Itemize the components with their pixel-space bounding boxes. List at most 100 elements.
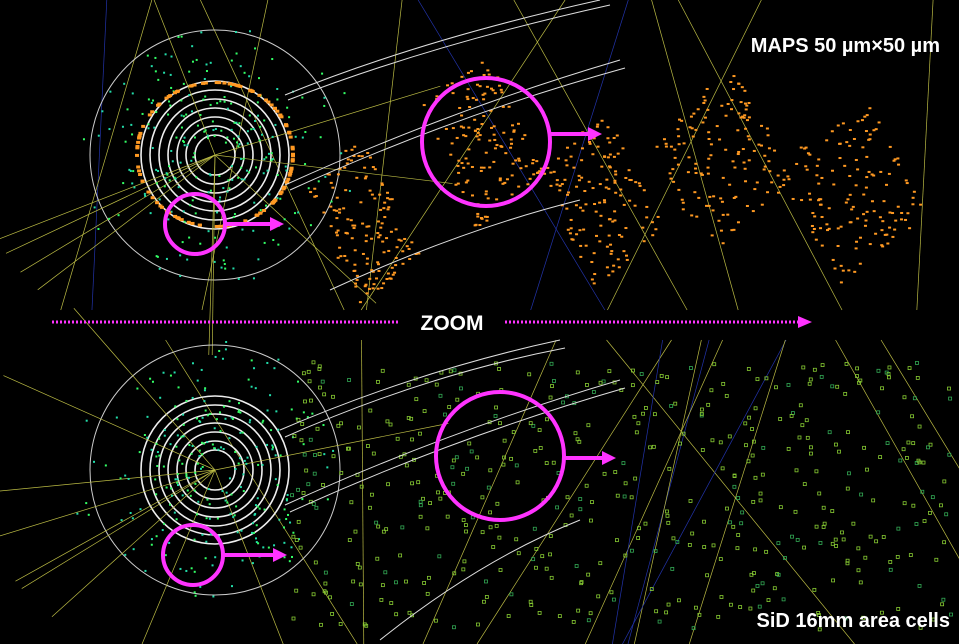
hit <box>193 84 197 87</box>
hit <box>485 152 488 154</box>
hit <box>669 178 672 180</box>
hit <box>572 239 575 241</box>
hit <box>132 170 134 172</box>
hit <box>194 571 196 573</box>
hit <box>266 444 268 446</box>
hit <box>150 110 154 113</box>
hit <box>457 172 460 174</box>
hit <box>170 87 172 89</box>
hit <box>476 213 479 215</box>
hit <box>139 508 141 510</box>
hit <box>613 180 616 182</box>
hit <box>124 554 126 556</box>
hit <box>808 193 811 195</box>
hit <box>175 137 177 139</box>
hit <box>449 154 452 156</box>
hit <box>639 185 642 187</box>
hit <box>204 387 206 389</box>
hit <box>730 229 733 231</box>
hit <box>767 134 770 136</box>
hit <box>361 223 364 225</box>
hit <box>292 532 294 534</box>
hit <box>330 182 333 184</box>
hit <box>185 400 187 402</box>
hit <box>536 172 539 174</box>
hit <box>209 518 211 520</box>
hit <box>377 236 380 238</box>
hit <box>262 422 264 424</box>
hit <box>174 478 176 480</box>
hit <box>189 204 191 206</box>
hit <box>209 173 211 175</box>
hit <box>243 178 245 180</box>
hit <box>832 183 835 185</box>
hit <box>638 182 641 184</box>
hit <box>322 212 325 214</box>
hit <box>208 191 210 193</box>
hit <box>291 408 293 410</box>
hit <box>184 144 186 146</box>
hit <box>88 514 90 516</box>
hit <box>176 418 178 420</box>
hit <box>267 170 269 172</box>
hit <box>467 72 470 74</box>
hit <box>467 127 470 129</box>
hit <box>357 155 360 157</box>
hit <box>220 130 222 132</box>
hit <box>232 267 234 269</box>
hit <box>169 105 171 107</box>
hit <box>565 164 568 166</box>
hit <box>148 113 152 116</box>
hit <box>446 84 449 86</box>
hit <box>665 146 668 148</box>
hit <box>372 166 375 168</box>
hit <box>482 94 485 96</box>
hit <box>512 163 515 165</box>
hit <box>692 113 695 115</box>
hit <box>228 187 230 189</box>
hit <box>817 199 820 201</box>
hit <box>862 213 865 215</box>
hit <box>290 167 294 170</box>
hit <box>163 372 165 374</box>
hit <box>219 196 221 198</box>
hit <box>248 75 250 77</box>
hit <box>855 159 858 161</box>
hit <box>460 162 463 164</box>
hit <box>373 283 376 285</box>
hit <box>304 163 306 165</box>
hit <box>763 155 766 157</box>
hit <box>309 191 312 193</box>
hit <box>209 503 211 505</box>
hit <box>558 189 561 191</box>
hit <box>485 193 488 195</box>
hit <box>188 71 190 73</box>
hit <box>284 508 286 510</box>
hit <box>842 122 845 124</box>
hit <box>616 135 619 137</box>
hit <box>828 207 831 209</box>
hit <box>157 79 159 81</box>
hit <box>286 107 288 109</box>
hit <box>613 219 616 221</box>
hit <box>235 31 237 33</box>
hit <box>181 463 183 465</box>
hit <box>614 182 617 184</box>
hit <box>831 170 834 172</box>
hit <box>170 74 172 76</box>
hit <box>162 529 164 531</box>
hit <box>573 143 576 145</box>
hit <box>380 287 383 289</box>
hit <box>254 47 256 49</box>
hit <box>687 156 690 158</box>
hit <box>670 146 673 148</box>
hit <box>283 542 285 544</box>
hit <box>287 494 289 496</box>
hit <box>205 129 207 131</box>
hit <box>467 148 470 150</box>
hit <box>253 202 255 204</box>
hit <box>167 114 169 116</box>
hit <box>133 548 135 550</box>
hit <box>201 534 203 536</box>
hit <box>260 209 262 211</box>
